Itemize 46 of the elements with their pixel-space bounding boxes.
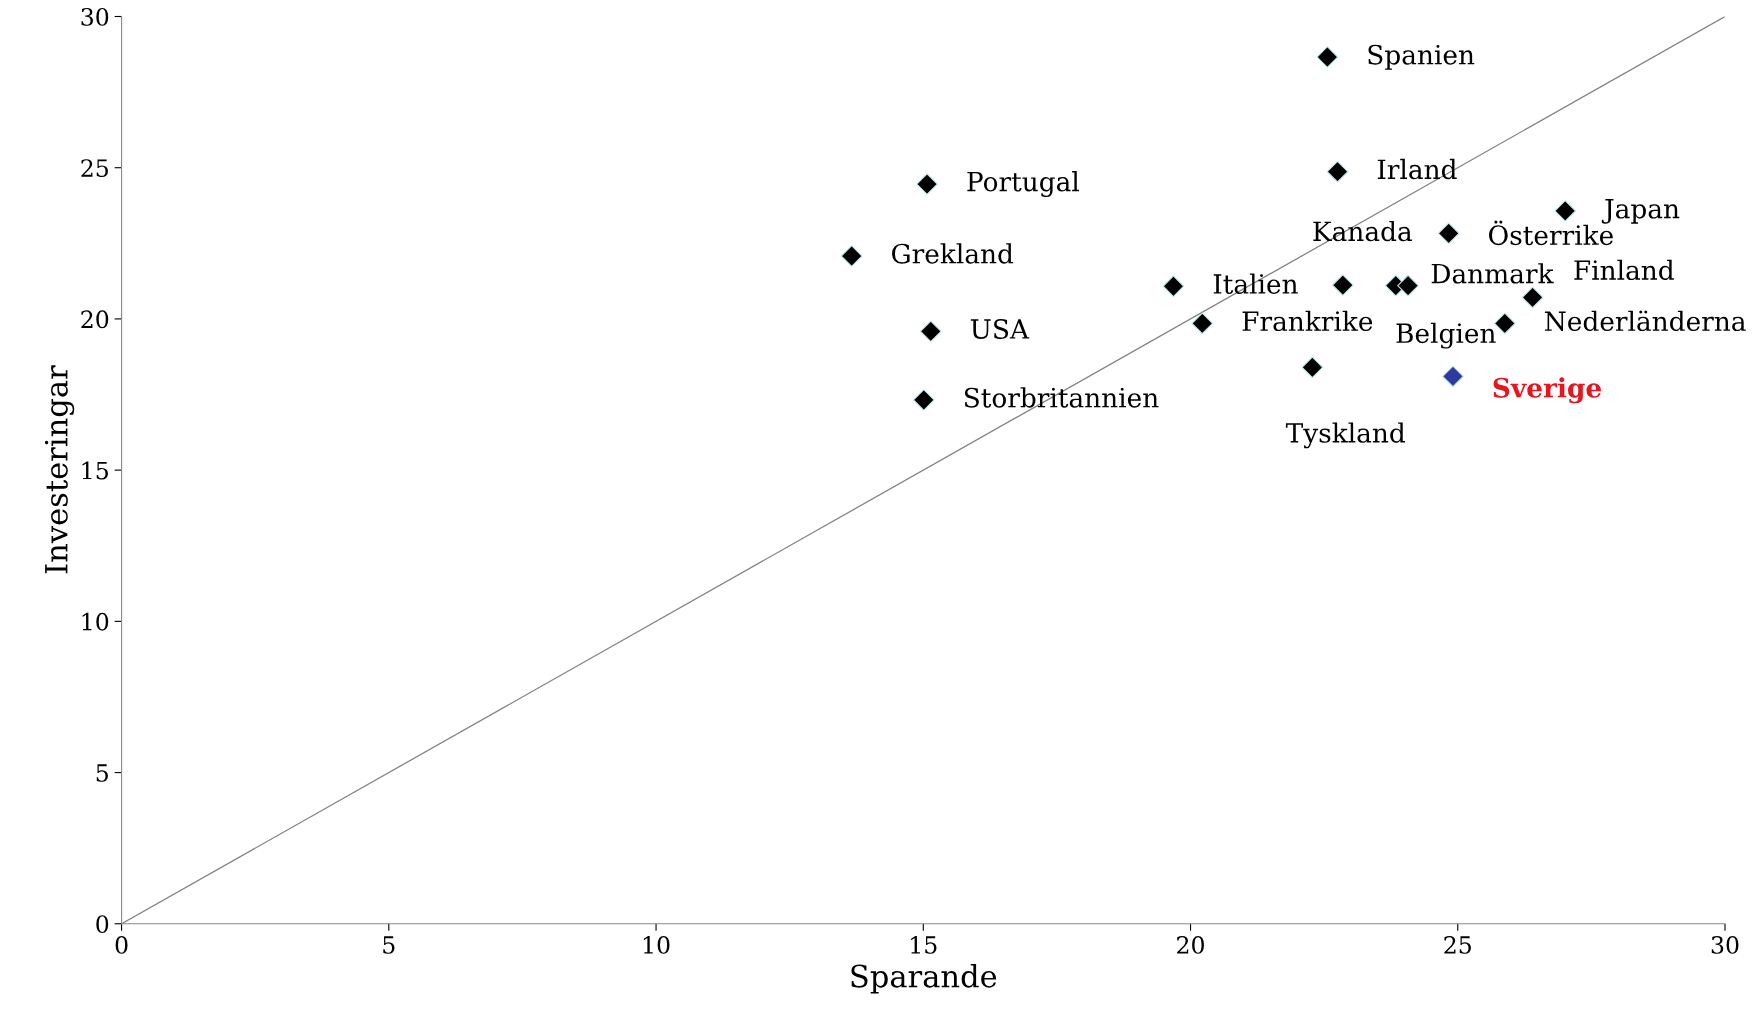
x-tick-label: 30: [1711, 936, 1739, 954]
point: [1397, 274, 1419, 297]
y-axis-title: Investeringar: [44, 365, 75, 574]
annotation: Grekland: [892, 243, 1014, 264]
annotation: Tyskland: [1285, 422, 1405, 449]
y-tick-label: 20: [81, 310, 109, 329]
x-tick-label: 15: [911, 936, 937, 954]
point: [1316, 46, 1339, 68]
annotation: Kanada: [1313, 220, 1412, 242]
x-axis-title: Sparande: [851, 963, 997, 994]
y-tick-label: 30: [81, 7, 109, 26]
y-tick-label: 25: [81, 159, 108, 178]
point: [1331, 274, 1354, 296]
point: [919, 320, 942, 343]
x-tick-label: 10: [643, 936, 670, 954]
annotation: Italien: [1213, 273, 1298, 294]
annotation: Belgien: [1396, 322, 1496, 349]
x-tick-label: 25: [1444, 936, 1471, 954]
point: [912, 389, 935, 411]
x-tick-label: 0: [115, 936, 128, 954]
point: [1301, 356, 1324, 379]
point: [1521, 286, 1544, 309]
y-tick-label: 0: [96, 915, 109, 934]
x-tick-label: 20: [1177, 936, 1204, 954]
annotation: Sverige: [1493, 377, 1601, 404]
point: [1191, 312, 1214, 335]
annotation: Spanien: [1368, 44, 1475, 70]
x-tick-label: 5: [383, 936, 395, 954]
annotation: Irland: [1377, 158, 1457, 180]
annotation: Storbritannien: [964, 387, 1159, 408]
point: [1442, 365, 1464, 388]
point: [1437, 222, 1460, 245]
annotation: Portugal: [967, 171, 1079, 197]
point: [1554, 200, 1577, 222]
annotation: Finland: [1574, 259, 1674, 281]
annotation: Nederländerna: [1544, 310, 1746, 332]
point: [1162, 275, 1185, 298]
point: [840, 245, 863, 267]
point: [1326, 160, 1349, 183]
point: [916, 173, 938, 195]
y-tick-label: 5: [96, 764, 108, 782]
annotation: Frankrike: [1242, 310, 1373, 332]
annotation: Danmark: [1431, 263, 1554, 284]
y-tick-label: 10: [82, 612, 109, 631]
y-tick-label: 15: [82, 461, 108, 480]
annotation: USA: [970, 319, 1030, 339]
